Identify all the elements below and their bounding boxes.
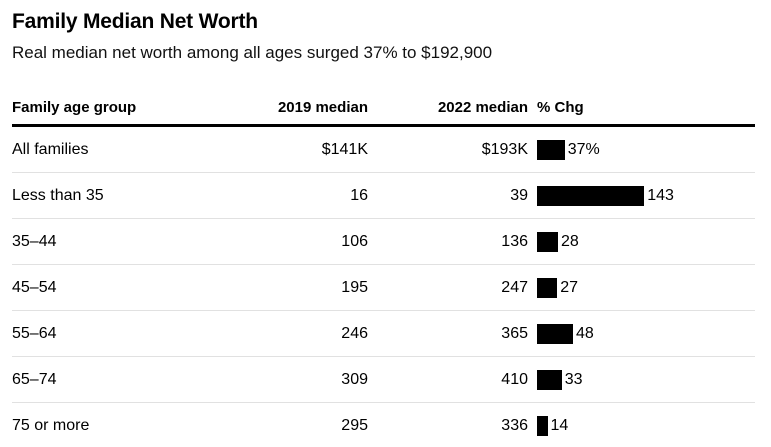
table-row: 45–54 195 247 27: [12, 265, 755, 312]
pct-change-label: 33: [564, 370, 583, 388]
age-group-label: Less than 35: [12, 186, 104, 204]
column-header-2022-median: 2022 median: [437, 98, 528, 116]
table-row: 75 or more 295 336 14: [12, 403, 755, 447]
table-row: 35–44 106 136 28: [12, 219, 755, 266]
table-body: All families $141K $193K 37% Less than 3…: [12, 127, 757, 447]
header-rule: [12, 124, 755, 128]
median-2022-value: 365: [501, 324, 528, 342]
pct-change-bar: [537, 323, 573, 344]
table-row: All families $141K $193K 37%: [12, 127, 755, 174]
median-2022-value: 410: [501, 370, 528, 388]
median-2019-value: 309: [341, 370, 368, 388]
column-header-age-group: Family age group: [12, 98, 137, 116]
median-2019-value: 16: [350, 186, 368, 204]
median-2019-value: 106: [341, 232, 368, 250]
pct-change-bar: [537, 185, 645, 206]
table-row: 55–64 246 365 48: [12, 311, 755, 358]
age-group-label: 45–54: [12, 278, 57, 296]
age-group-label: 55–64: [12, 324, 57, 342]
median-2019-value: $141K: [321, 140, 368, 158]
pct-change-label: 48: [576, 324, 594, 342]
chart-subtitle: Real median net worth among all ages sur…: [12, 43, 493, 63]
median-2019-value: 195: [341, 278, 368, 296]
median-2022-value: 336: [501, 416, 528, 434]
table-row: 65–74 309 410 33: [12, 357, 755, 404]
age-group-label: All families: [12, 140, 89, 158]
column-header-pct-chg: % Chg: [537, 98, 584, 116]
median-2022-value: 39: [510, 186, 528, 204]
table-header-row: Family age group 2019 median 2022 median…: [12, 92, 755, 122]
column-header-2019-median: 2019 median: [277, 98, 368, 116]
page-title: Family Median Net Worth: [12, 10, 258, 33]
table-row: Less than 35 16 39 143: [12, 173, 755, 220]
median-2022-value: 136: [501, 232, 528, 250]
age-group-label: 35–44: [12, 232, 57, 250]
median-2022-value: 247: [501, 278, 528, 296]
median-2019-value: 246: [341, 324, 368, 342]
age-group-label: 75 or more: [12, 416, 90, 434]
median-2019-value: 295: [341, 416, 368, 434]
age-group-label: 65–74: [12, 370, 57, 388]
pct-change-bar: [537, 139, 565, 160]
pct-change-label: 37%: [567, 140, 600, 158]
pct-change-bar: [537, 277, 558, 298]
median-2022-value: $193K: [481, 140, 528, 158]
pct-change-label: 143: [647, 186, 674, 204]
pct-change-bar: [537, 415, 548, 436]
pct-change-bar: [537, 231, 558, 252]
pct-change-bar: [537, 369, 562, 390]
pct-change-label: 14: [550, 416, 569, 434]
pct-change-label: 27: [560, 278, 579, 296]
pct-change-label: 28: [561, 232, 579, 250]
